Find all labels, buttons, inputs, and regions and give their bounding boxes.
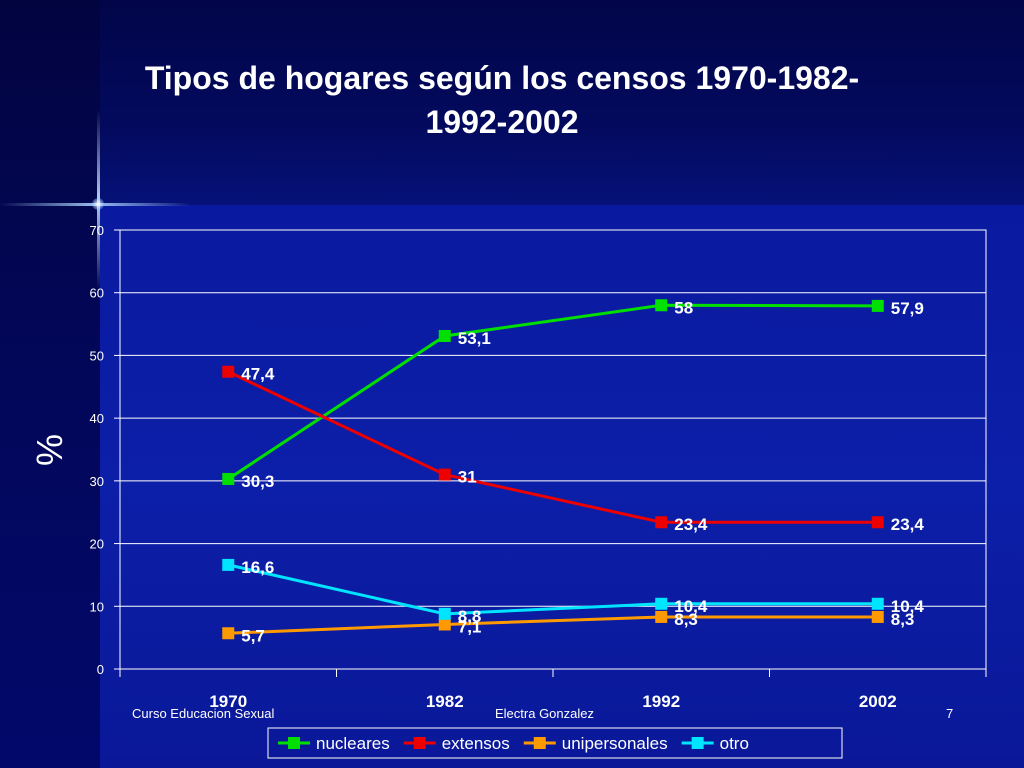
data-point-extensos — [655, 516, 668, 529]
legend-label-extensos: extensos — [442, 734, 510, 753]
legend-label-nucleares: nucleares — [316, 734, 390, 753]
slide-title-line-2: 1992-2002 — [425, 104, 579, 140]
legend-swatch-marker — [288, 737, 300, 749]
slide-header-background — [0, 0, 1024, 210]
data-label-nucleares: 58 — [674, 298, 693, 317]
data-label-otro: 10,4 — [674, 597, 708, 616]
data-label-nucleares: 30,3 — [241, 472, 274, 491]
y-tick-label: 20 — [90, 537, 104, 552]
x-tick-label: 1982 — [426, 692, 464, 711]
y-tick-label: 40 — [90, 411, 104, 426]
legend-swatch-marker — [413, 737, 426, 749]
data-point-unipersonales — [655, 610, 668, 623]
x-tick-label: 2002 — [859, 692, 897, 711]
data-label-nucleares: 57,9 — [891, 299, 924, 318]
data-label-otro: 16,6 — [241, 558, 274, 577]
y-axis-title: % — [29, 434, 70, 467]
series-line-otro — [227, 563, 878, 616]
x-tick-label: 1992 — [642, 692, 680, 711]
y-tick-label: 0 — [97, 662, 104, 677]
data-point-unipersonales — [222, 627, 235, 640]
data-point-otro — [871, 597, 884, 610]
footer-author: Electra Gonzalez — [495, 706, 594, 721]
footer-slide-number: 7 — [946, 706, 954, 721]
data-point-nucleares — [871, 299, 884, 312]
data-label-extensos: 23,4 — [674, 515, 708, 534]
y-tick-label: 30 — [90, 474, 104, 489]
data-point-nucleares — [438, 329, 451, 342]
slide-left-band — [0, 0, 100, 768]
data-point-unipersonales — [438, 618, 451, 631]
y-tick-label: 70 — [90, 223, 104, 238]
data-label-otro: 10,4 — [891, 597, 925, 616]
legend-box — [267, 727, 843, 759]
slide-main-background — [100, 205, 1024, 768]
data-point-otro — [655, 597, 668, 610]
sparkle-star-icon — [92, 198, 104, 210]
legend-label-unipersonales: unipersonales — [562, 734, 668, 753]
data-label-extensos: 23,4 — [891, 515, 925, 534]
data-label-nucleares: 53,1 — [458, 329, 491, 348]
data-label-extensos: 47,4 — [241, 365, 275, 384]
data-point-extensos — [871, 516, 884, 529]
series-line-unipersonales — [228, 615, 878, 635]
y-tick-label: 10 — [90, 599, 104, 614]
series-line-extensos — [227, 370, 878, 524]
data-point-extensos — [222, 365, 235, 378]
data-label-unipersonales: 5,7 — [241, 626, 265, 645]
data-label-unipersonales: 7,1 — [458, 617, 482, 636]
footer-course-name: Curso Educacion Sexual — [132, 706, 275, 721]
data-label-otro: 8,8 — [458, 607, 482, 626]
y-tick-label: 50 — [90, 348, 104, 363]
slide-title: Tipos de hogares según los censos 1970-1… — [100, 56, 904, 144]
legend-label-otro: otro — [720, 734, 749, 753]
data-label-unipersonales: 8,3 — [891, 610, 915, 629]
data-point-unipersonales — [871, 610, 884, 623]
data-point-extensos — [438, 468, 451, 481]
series-line-nucleares — [227, 303, 878, 481]
data-point-otro — [222, 558, 235, 571]
x-tick-label: 1970 — [209, 692, 247, 711]
data-point-nucleares — [655, 299, 668, 312]
y-tick-label: 60 — [90, 286, 104, 301]
legend-swatch-marker — [691, 737, 704, 749]
data-point-otro — [438, 607, 451, 620]
legend-swatch-marker — [533, 737, 546, 749]
data-point-nucleares — [222, 472, 235, 485]
slide-title-line-1: Tipos de hogares según los censos 1970-1… — [144, 60, 860, 96]
data-label-extensos: 31 — [458, 468, 477, 487]
data-label-unipersonales: 8,3 — [674, 610, 698, 629]
